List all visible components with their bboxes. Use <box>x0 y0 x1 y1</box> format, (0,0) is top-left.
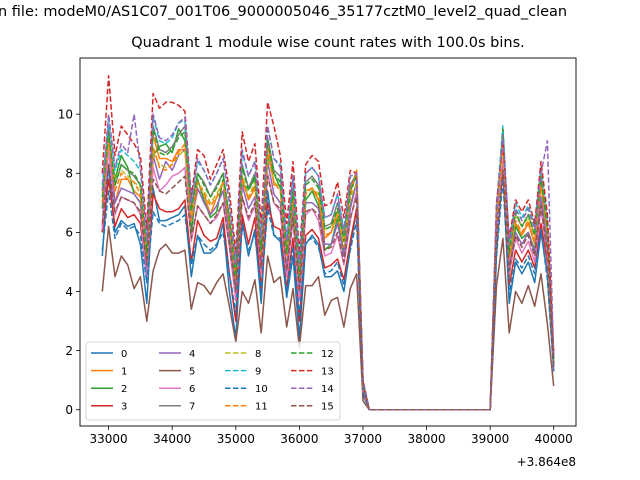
legend-label-5: 5 <box>189 366 195 377</box>
x-tick-label: 35000 <box>217 432 255 446</box>
legend-label-4: 4 <box>189 349 195 360</box>
legend-label-9: 9 <box>255 366 261 377</box>
legend-label-10: 10 <box>255 384 268 395</box>
series-line-15 <box>101 163 555 411</box>
plot-frame <box>79 57 577 427</box>
legend-label-12: 12 <box>321 349 334 360</box>
x-tick-label: 36000 <box>280 432 318 446</box>
legend-frame <box>85 341 341 421</box>
legend-label-8: 8 <box>255 349 261 360</box>
legend-label-3: 3 <box>121 402 127 413</box>
y-tick-label: 0 <box>65 403 73 417</box>
series-lines <box>101 74 555 411</box>
x-tick-label: 34000 <box>153 432 191 446</box>
x-axis: 33000 34000 35000 36000 37000 38000 39000 40000 <box>90 426 573 446</box>
x-tick-label: 38000 <box>407 432 445 446</box>
y-tick-label: 6 <box>65 226 73 240</box>
legend-label-6: 6 <box>189 384 195 395</box>
legend-label-2: 2 <box>121 384 127 395</box>
y-tick-label: 10 <box>58 107 73 121</box>
legend-label-1: 1 <box>121 366 127 377</box>
legend-label-14: 14 <box>321 384 334 395</box>
x-tick-label: 33000 <box>90 432 128 446</box>
legend-label-13: 13 <box>321 366 334 377</box>
legend-label-7: 7 <box>189 402 195 413</box>
y-tick-label: 2 <box>65 344 73 358</box>
x-tick-label: 37000 <box>344 432 382 446</box>
y-tick-label: 8 <box>65 167 73 181</box>
legend-label-15: 15 <box>321 402 334 413</box>
legend-label-11: 11 <box>255 402 268 413</box>
x-tick-label: 39000 <box>471 432 509 446</box>
y-tick-label: 4 <box>65 285 73 299</box>
y-axis: 0 2 4 6 8 10 <box>58 107 80 417</box>
chart-title: Quadrant 1 module wise count rates with … <box>131 35 525 51</box>
suptitle-text: n file: modeM0/AS1C07_001T06_9000005046_… <box>0 4 568 20</box>
x-offset-text: +3.864e8 <box>517 455 576 469</box>
x-tick-label: 40000 <box>535 432 573 446</box>
legend-label-0: 0 <box>121 349 127 360</box>
